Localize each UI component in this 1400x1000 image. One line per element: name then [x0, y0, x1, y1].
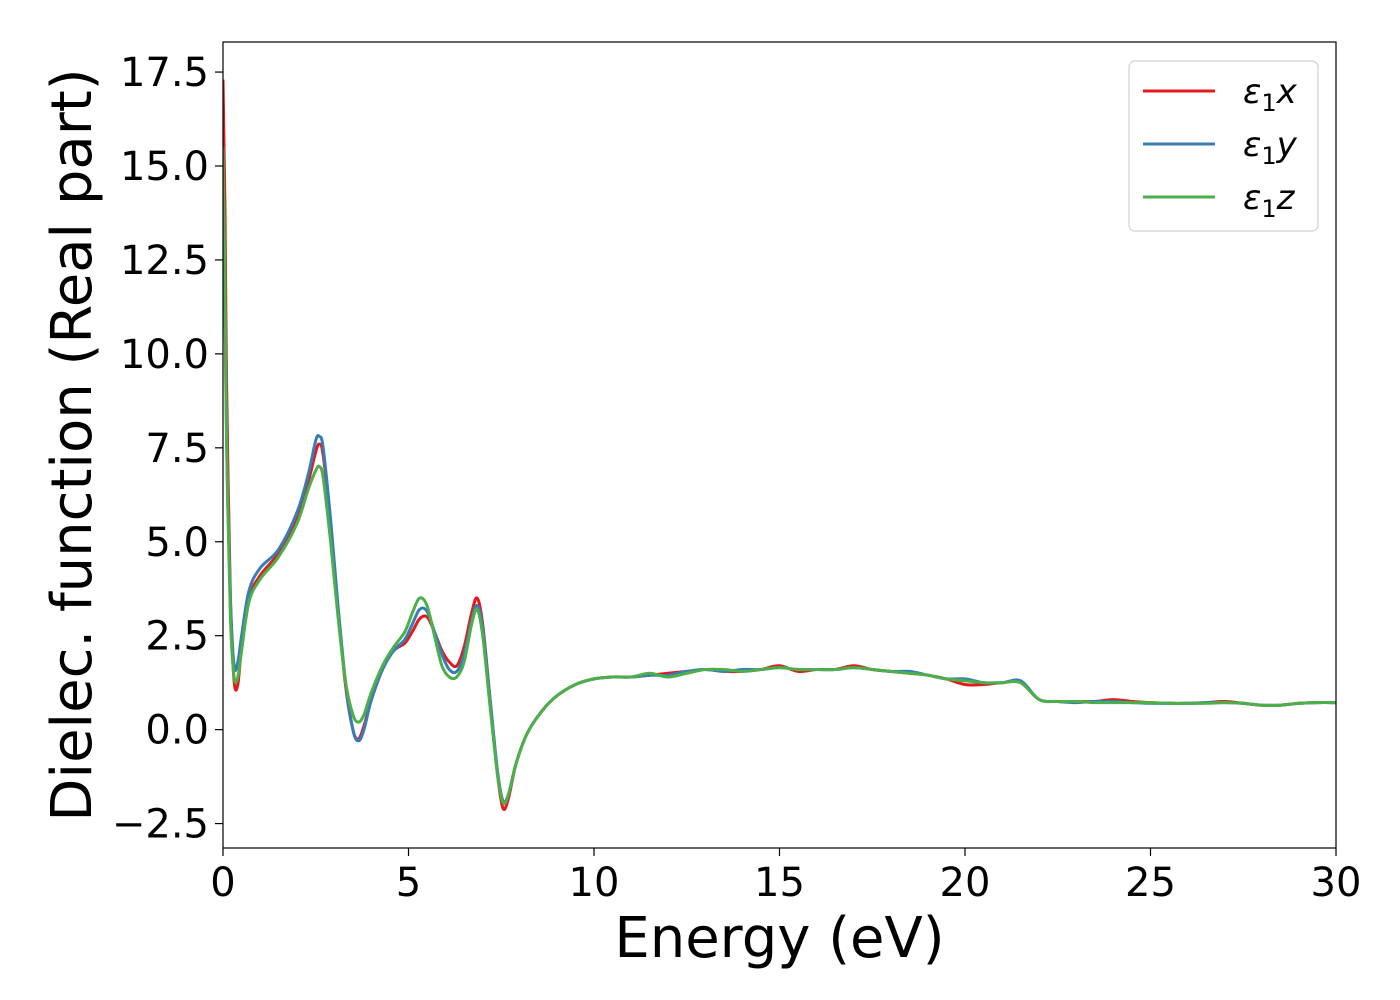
y-tick-label: 15.0 — [120, 144, 209, 190]
x-tick-label: 20 — [940, 860, 991, 906]
y-tick-label: 7.5 — [145, 426, 209, 472]
series-line-y — [223, 203, 1336, 804]
legend-label: ε1z — [1243, 178, 1296, 223]
x-tick-label: 0 — [210, 860, 235, 906]
x-axis: 0 5 10 15 20 25 30 — [210, 848, 1361, 906]
series-line-z — [223, 147, 1336, 806]
legend: ε1x ε1y ε1z — [1128, 60, 1319, 232]
series-layer — [223, 79, 1336, 811]
y-axis-title: Dielec. function (Real part) — [40, 68, 105, 821]
y-tick-label: 12.5 — [120, 238, 209, 284]
x-tick-label: 5 — [396, 860, 421, 906]
y-tick-label: −2.5 — [112, 802, 209, 848]
legend-label: ε1y — [1243, 125, 1298, 170]
y-tick-label: 5.0 — [145, 520, 209, 566]
x-tick-label: 10 — [569, 860, 620, 906]
y-tick-label: 10.0 — [120, 332, 209, 378]
y-tick-label: 0.0 — [145, 708, 209, 754]
x-tick-label: 15 — [754, 860, 805, 906]
x-tick-label: 30 — [1311, 860, 1362, 906]
legend-frame — [1128, 60, 1319, 232]
y-tick-label: 2.5 — [145, 614, 209, 660]
x-axis-title: Energy (eV) — [614, 906, 944, 971]
legend-label: ε1x — [1243, 72, 1298, 117]
y-axis: −2.5 0.0 2.5 5.0 7.5 10.0 12.5 15.0 17.5 — [112, 50, 223, 848]
x-tick-label: 25 — [1125, 860, 1176, 906]
y-tick-label: 17.5 — [120, 50, 209, 96]
